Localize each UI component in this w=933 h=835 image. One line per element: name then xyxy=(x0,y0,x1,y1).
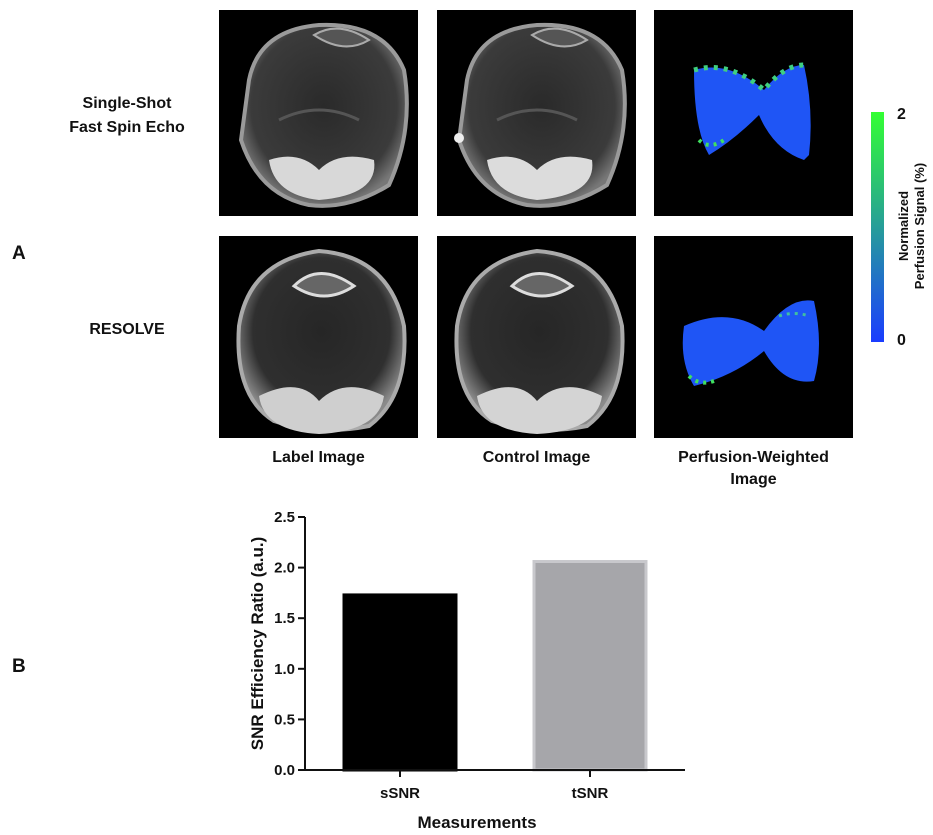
colorbar-title-line1: Normalized xyxy=(896,190,911,262)
y-axis-title: SNR Efficiency Ratio (a.u.) xyxy=(248,537,267,750)
ssfse-perfusion-image xyxy=(654,10,853,216)
y-tick-label: 2.5 xyxy=(274,509,295,526)
x-axis-title: Measurements xyxy=(417,813,536,832)
bar-tsnr xyxy=(532,560,648,772)
y-tick-label: 1.0 xyxy=(274,661,295,678)
panel-b-letter: B xyxy=(12,656,26,677)
col-label-perfusion-image-line1: Perfusion-Weighted xyxy=(678,449,829,466)
colorbar-title-line2: Perfusion Signal (%) xyxy=(912,162,927,290)
col-label-label-image-line1: Label Image xyxy=(272,449,365,466)
ssfse-control-image xyxy=(437,10,636,216)
ssfse-label-image xyxy=(219,10,418,216)
row-label-resolve-line1: RESOLVE xyxy=(89,321,165,338)
col-label-label-image: Label Image xyxy=(219,447,418,469)
y-tick-label: 0.0 xyxy=(274,762,295,779)
resolve-control-image xyxy=(437,236,636,438)
col-label-perfusion-image: Perfusion-Weighted Image xyxy=(654,447,853,491)
resolve-perfusion-image xyxy=(654,236,853,438)
col-label-control-image: Control Image xyxy=(437,447,636,469)
bar-ssnr xyxy=(342,593,458,772)
y-tick-label: 0.5 xyxy=(274,711,295,728)
x-tick-label: tSNR xyxy=(572,785,609,802)
colorbar-min-label: 0 xyxy=(897,332,906,349)
row-label-resolve: RESOLVE xyxy=(42,318,212,342)
resolve-label-image xyxy=(219,236,418,438)
row-label-ssfse: Single-Shot Fast Spin Echo xyxy=(42,92,212,140)
x-tick-label: sSNR xyxy=(380,785,420,802)
snr-bar-chart: 0.0 0.5 1.0 1.5 2.0 2.5 sSNR tSNR SNR Efficienc… xyxy=(240,505,700,835)
y-tick-label: 1.5 xyxy=(274,610,295,627)
snr-bar-chart-svg: 0.0 0.5 1.0 1.5 2.0 2.5 sSNR tSNR SNR Efficienc… xyxy=(248,509,685,832)
row-label-ssfse-line1: Single-Shot xyxy=(82,95,172,112)
colorbar-max-label: 2 xyxy=(897,106,906,123)
col-label-perfusion-image-line2: Image xyxy=(730,471,777,488)
row-label-ssfse-line2: Fast Spin Echo xyxy=(69,119,185,136)
colorbar xyxy=(871,112,884,342)
col-label-control-image-line1: Control Image xyxy=(482,449,591,466)
panel-a-letter: A xyxy=(12,243,26,264)
y-tick-label: 2.0 xyxy=(274,560,295,577)
colorbar-title: Normalized Perfusion Signal (%) xyxy=(812,163,933,289)
